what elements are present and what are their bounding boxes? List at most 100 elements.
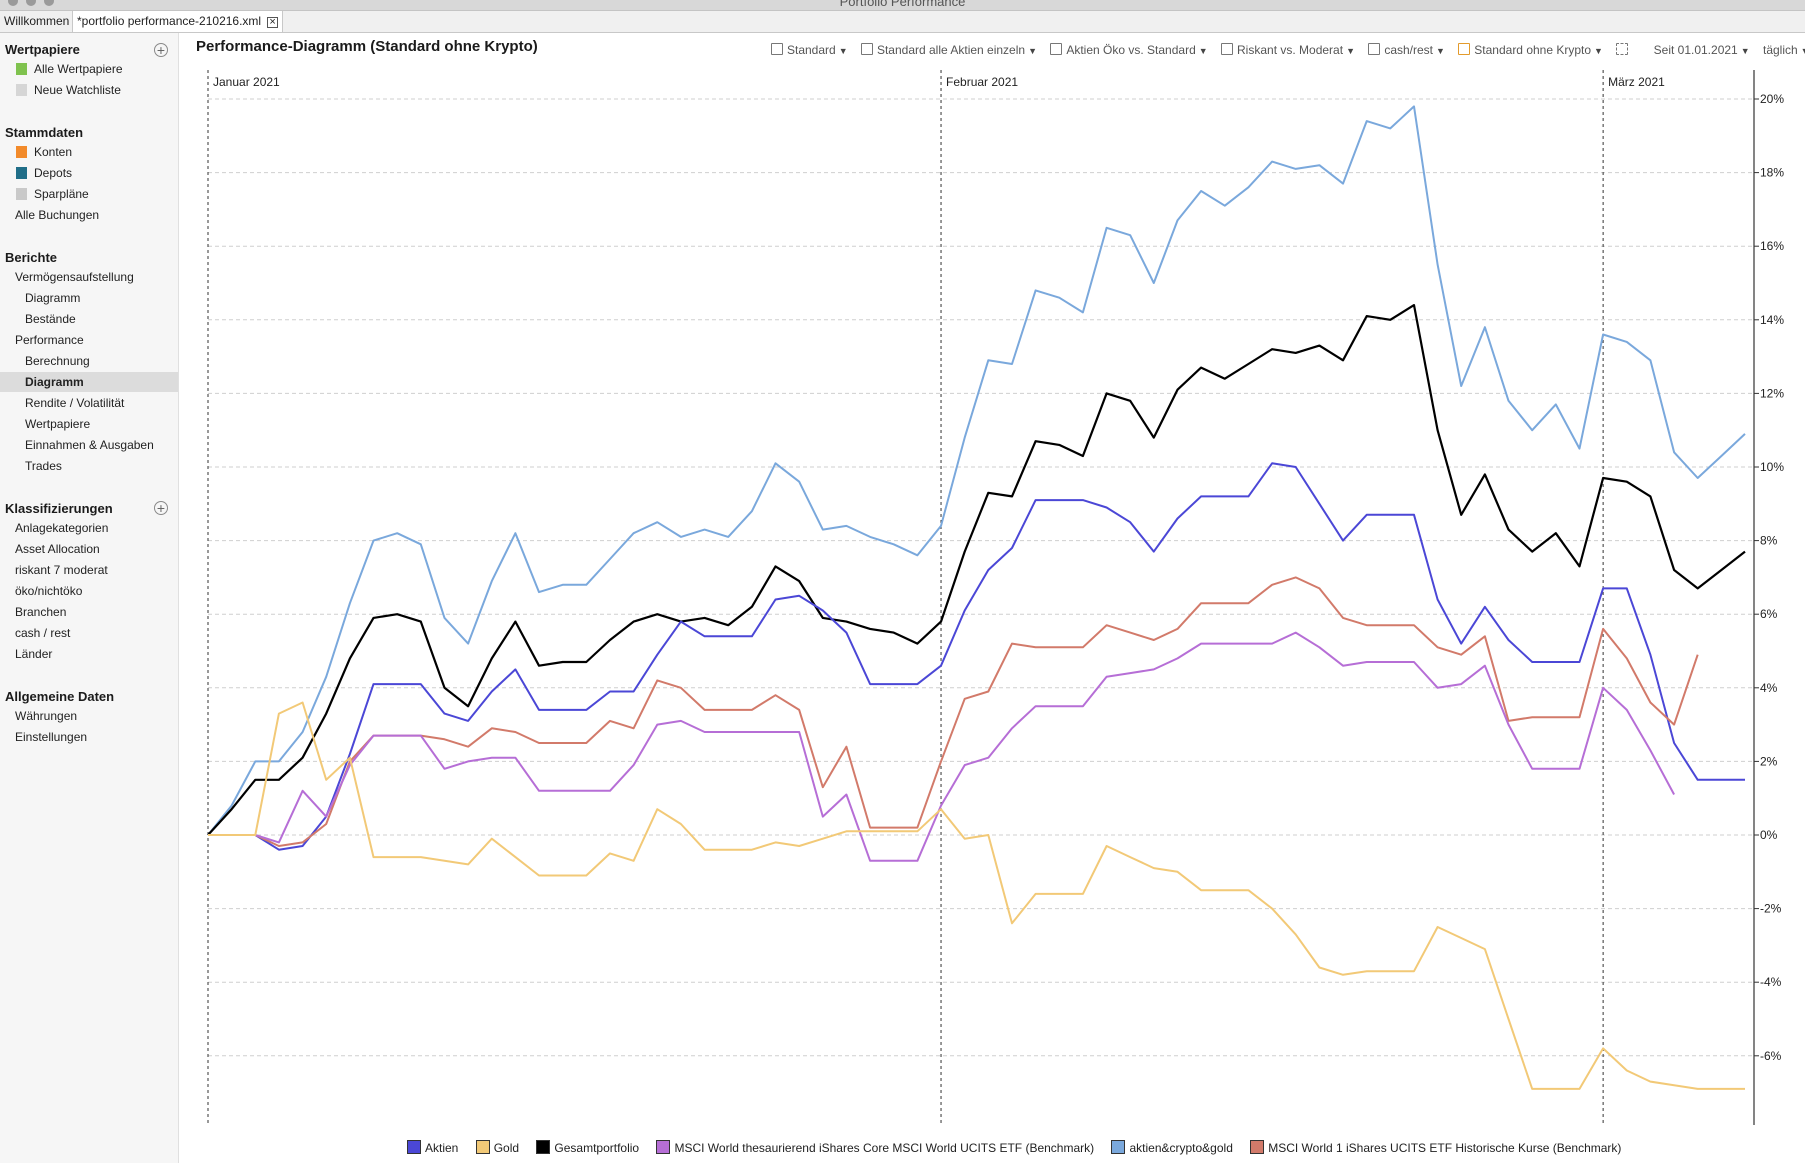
sidebar-item-waehrungen[interactable]: Währungen — [15, 709, 78, 723]
new-view-icon[interactable] — [1616, 43, 1632, 57]
legend-swatch — [1250, 1140, 1265, 1154]
legend-swatch — [536, 1140, 551, 1154]
portfolio-icon — [16, 167, 27, 179]
checkbox-icon — [1368, 43, 1381, 55]
dropdown-arrow-icon: ▼ — [838, 46, 848, 56]
sidebar-item-sparplaene[interactable]: Sparpläne — [16, 184, 89, 204]
legend-swatch — [656, 1140, 671, 1154]
section-wertpapiere: Wertpapiere — [5, 42, 80, 57]
accounts-icon — [16, 146, 27, 158]
series-line-5[interactable] — [208, 701, 1745, 1090]
sidebar-item-vermoegensaufstellung[interactable]: Vermögensaufstellung — [15, 270, 134, 284]
y-tick-label: -4% — [1760, 975, 1782, 989]
legend-item-msci-world-1[interactable]: MSCI World 1 iShares UCITS ETF Historisc… — [1250, 1140, 1621, 1155]
sidebar-item-rendite-volatilitaet[interactable]: Rendite / Volatilität — [25, 396, 125, 410]
sidebar-item-alle-wertpapiere[interactable]: Alle Wertpapiere — [16, 59, 123, 79]
view-standard[interactable]: Standard ▼ — [771, 43, 848, 57]
section-stammdaten: Stammdaten — [5, 125, 84, 140]
zoom-window-icon[interactable] — [44, 0, 54, 6]
chart-panel — [179, 33, 1805, 1163]
view-cash-rest[interactable]: cash/rest ▼ — [1368, 43, 1445, 57]
window-title: Portfolio Performance — [839, 0, 966, 9]
window-titlebar: Portfolio Performance — [0, 0, 1805, 11]
add-wertpapiere-icon[interactable]: + — [154, 43, 168, 57]
sidebar-item-performance[interactable]: Performance — [15, 333, 84, 347]
chart-legend: Aktien Gold Gesamtportfolio MSCI World t… — [407, 1140, 1635, 1155]
section-allgemeine-daten: Allgemeine Daten — [5, 689, 115, 704]
checkbox-icon — [771, 43, 783, 55]
legend-item-aktien-crypto-gold[interactable]: aktien&crypto&gold — [1111, 1140, 1233, 1155]
series-line-4[interactable] — [208, 631, 1675, 862]
view-riskant-moderat[interactable]: Riskant vs. Moderat ▼ — [1221, 43, 1355, 57]
y-tick-label: 18% — [1760, 166, 1784, 180]
sidebar-item-alle-buchungen[interactable]: Alle Buchungen — [15, 208, 100, 222]
view-aktien-oeko[interactable]: Aktien Öko vs. Standard ▼ — [1050, 43, 1208, 57]
dropdown-arrow-icon: ▼ — [1198, 46, 1208, 56]
view-standard-ohne-krypto[interactable]: Standard ohne Krypto ▼ — [1458, 43, 1603, 57]
minimize-window-icon[interactable] — [26, 0, 36, 6]
period-dropdown[interactable]: Seit 01.01.2021 ▼ — [1653, 43, 1750, 57]
dropdown-arrow-icon: ▼ — [1594, 46, 1603, 56]
selection-highlight — [0, 372, 178, 392]
tab-willkommen[interactable]: Willkommen — [0, 11, 73, 32]
sidebar-item-performance-diagramm[interactable]: Diagramm — [25, 375, 84, 389]
checkbox-icon — [1221, 43, 1234, 55]
sidebar-item-oeko-nichtoeko[interactable]: öko/nichtöko — [15, 584, 83, 598]
y-tick-label: 8% — [1760, 534, 1778, 548]
sidebar-item-laender[interactable]: Länder — [15, 647, 53, 661]
sidebar-item-cash-rest[interactable]: cash / rest — [15, 626, 71, 640]
y-tick-label: 4% — [1760, 681, 1778, 695]
chart-axis: 20% 18% 16% 14% 12% 10% 8% 6% 4% 2% 0% -2% -4% -6% Jan… — [213, 70, 1784, 1125]
close-tab-icon[interactable]: × — [267, 17, 279, 28]
y-tick-label: -2% — [1760, 902, 1782, 916]
sidebar-item-einstellungen[interactable]: Einstellungen — [15, 730, 88, 744]
legend-item-gold[interactable]: Gold — [475, 1140, 519, 1155]
dropdown-arrow-icon: ▼ — [1436, 46, 1445, 56]
sidebar-item-vermoegen-diagramm[interactable]: Diagramm — [25, 291, 81, 305]
legend-swatch — [407, 1140, 421, 1154]
checkbox-icon — [1458, 43, 1471, 55]
legend-item-aktien[interactable]: Aktien — [407, 1140, 458, 1155]
tab-portfolio-file[interactable]: *portfolio performance-210216.xml × — [72, 11, 284, 32]
chart-toolbar: Standard ▼ Standard alle Aktien einzeln ▼ … — [771, 40, 1805, 59]
add-klassifizierung-icon[interactable]: + — [154, 501, 168, 515]
interval-dropdown[interactable]: täglich▼ — [1763, 43, 1805, 57]
sidebar-item-riskant-moderat[interactable]: riskant 7 moderat — [15, 563, 108, 577]
sidebar-item-berechnung[interactable]: Berechnung — [25, 354, 90, 368]
sidebar-item-neue-watchliste[interactable]: Neue Watchliste — [16, 80, 121, 100]
savings-plan-icon — [16, 188, 27, 200]
sidebar-item-branchen[interactable]: Branchen — [15, 605, 67, 619]
tab-label: Willkommen — [4, 14, 70, 28]
chart-grid — [207, 70, 1754, 1125]
section-berichte: Berichte — [5, 250, 58, 265]
tab-label: *portfolio performance-210216.xml — [77, 14, 262, 28]
legend-item-msci-world-thesaurierend[interactable]: MSCI World thesaurierend iShares Core MS… — [656, 1140, 1094, 1155]
sidebar-item-einnahmen-ausgaben[interactable]: Einnahmen & Ausgaben — [25, 438, 154, 452]
sidebar-item-trades[interactable]: Trades — [25, 459, 62, 473]
sidebar-item-depots[interactable]: Depots — [16, 163, 72, 183]
dropdown-arrow-icon: ▼ — [1801, 46, 1805, 56]
editor-tabs: Willkommen *portfolio performance-210216… — [0, 11, 1805, 33]
checkbox-icon — [860, 43, 873, 55]
series-line-0[interactable] — [207, 105, 1746, 836]
y-tick-label: 20% — [1760, 92, 1784, 106]
series-line-2[interactable] — [208, 462, 1745, 851]
sidebar-item-anlagekategorien[interactable]: Anlagekategorien — [15, 521, 109, 535]
month-label: März 2021 — [1608, 75, 1665, 89]
series-line-1[interactable] — [207, 304, 1746, 836]
view-standard-alle-aktien[interactable]: Standard alle Aktien einzeln ▼ — [860, 43, 1037, 57]
month-label: Februar 2021 — [946, 75, 1018, 89]
y-tick-label: 12% — [1760, 386, 1784, 400]
series-line-3[interactable] — [208, 576, 1699, 847]
section-klassifizierungen: Klassifizierungen — [5, 501, 113, 516]
month-label: Januar 2021 — [213, 75, 280, 89]
sidebar-item-bestaende[interactable]: Bestände — [25, 312, 76, 326]
legend-item-gesamtportfolio[interactable]: Gesamtportfolio — [536, 1140, 639, 1155]
sidebar-item-asset-allocation[interactable]: Asset Allocation — [15, 542, 100, 556]
close-window-icon[interactable] — [8, 0, 18, 6]
sidebar-item-wertpapiere-report[interactable]: Wertpapiere — [25, 417, 91, 431]
sidebar-item-konten[interactable]: Konten — [16, 142, 72, 162]
chart-series — [207, 105, 1746, 1090]
checkbox-icon — [1050, 43, 1063, 55]
